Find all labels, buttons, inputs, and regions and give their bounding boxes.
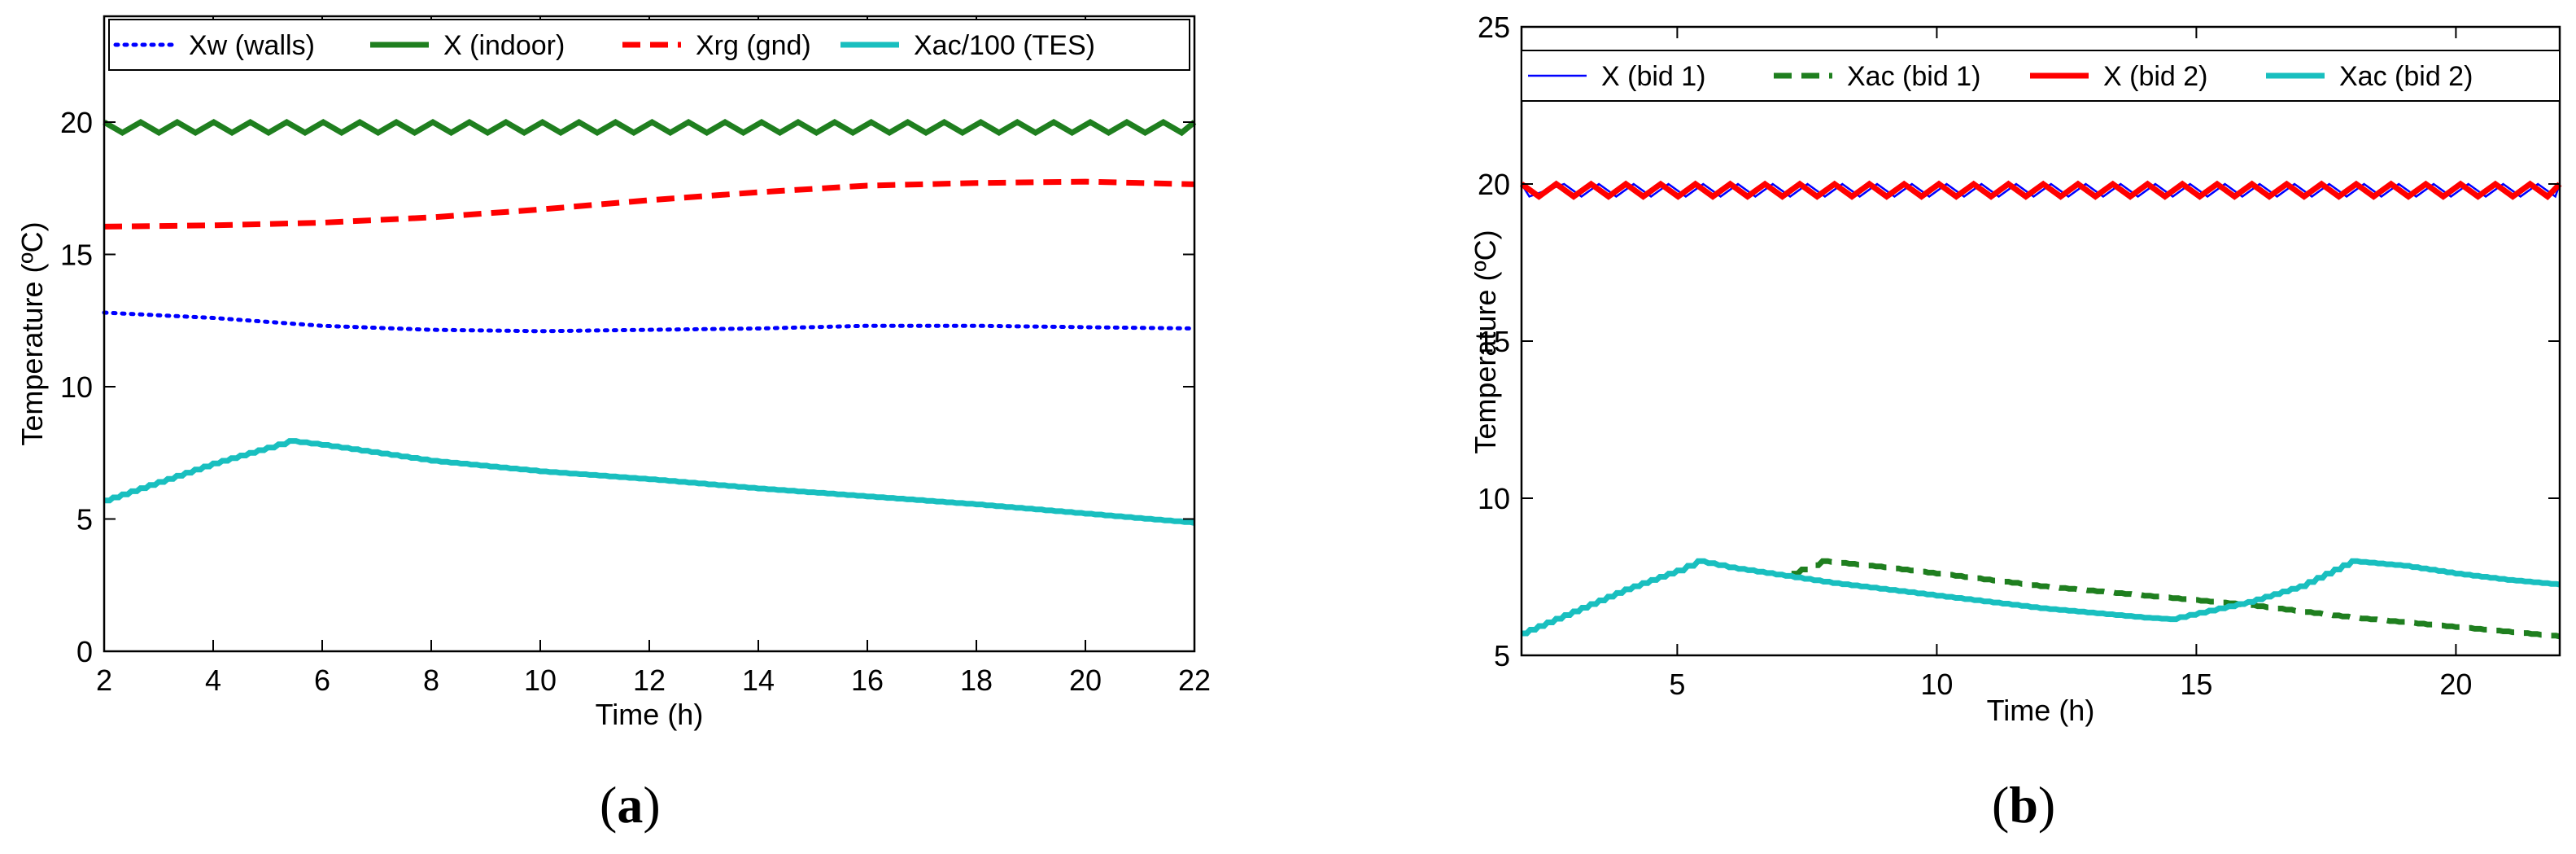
caption-open-a: ( [600, 776, 617, 834]
x-tick-label: 6 [314, 663, 330, 697]
legend-b: X (bid 1) Xac (bid 1) X (bid 2) Xac (bid 2) [1521, 50, 2561, 102]
caption-close-b: ) [2038, 776, 2055, 834]
x-tick-label: 14 [742, 663, 775, 697]
y-tick-label: 20 [60, 106, 93, 139]
caption-open-b: ( [1992, 776, 2009, 834]
series-line [1791, 558, 2561, 640]
x-tick-label: 22 [1178, 663, 1211, 697]
legend-box-a [108, 19, 1190, 71]
y-tick-label: 15 [1478, 325, 1510, 358]
legend-entry-label: X (indoor) [443, 30, 565, 61]
legend-entry-label: Xac/100 (TES) [914, 30, 1095, 61]
legend-entry-label: X (bid 2) [2103, 61, 2208, 92]
y-tick-label: 15 [60, 239, 93, 272]
legend-entry-label: Xac (bid 2) [2339, 61, 2473, 92]
series-group-a [102, 118, 1197, 526]
legend-entry-label: Xrg (gnd) [696, 30, 811, 61]
x-tick-label: 16 [851, 663, 884, 697]
series-line [102, 310, 1197, 334]
x-tick-label: 15 [2180, 668, 2212, 701]
x-tick-label: 4 [205, 663, 221, 697]
x-tick-label: 2 [96, 663, 112, 697]
y-tick-label: 0 [76, 635, 93, 668]
x-tick-label: 18 [960, 663, 993, 697]
panel-caption-a: (a) [600, 776, 661, 834]
series-line [103, 178, 1195, 230]
x-axis-label-a: Time (h) [596, 698, 704, 731]
y-tick-label: 20 [1478, 168, 1510, 201]
x-axis-label-b: Time (h) [1987, 694, 2095, 727]
y-tick-label: 5 [76, 503, 93, 536]
caption-close-a: ) [643, 776, 660, 834]
caption-letter-b: b [2009, 776, 2038, 834]
panel-caption-b: (b) [1992, 776, 2055, 834]
legend-entry-label: X (bid 1) [1601, 61, 1706, 92]
series-line [1519, 180, 2562, 201]
legend-entry-label: Xw (walls) [189, 30, 315, 61]
series-line [1520, 182, 2561, 199]
x-tick-label: 10 [524, 663, 557, 697]
series-line [104, 438, 1195, 526]
legend-a: Xw (walls) X (indoor) Xrg (gnd) Xac/100 (TE… [108, 19, 1190, 71]
plot-frame-a [103, 15, 1196, 653]
x-tick-label: 12 [633, 663, 666, 697]
legend-entry-label: Xac (bid 1) [1847, 61, 1980, 92]
plot-frame-b [1520, 25, 2561, 657]
x-tick-label: 20 [1069, 663, 1102, 697]
y-tick-label: 10 [1478, 482, 1510, 515]
y-axis-label-a: Temperature (ºC) [15, 221, 49, 445]
series-group-b [1519, 180, 2562, 640]
y-tick-label: 25 [1478, 11, 1510, 44]
caption-letter-a: a [617, 776, 643, 834]
x-tick-label: 20 [2439, 668, 2472, 701]
x-tick-label: 5 [1669, 668, 1685, 701]
y-axis-label-b: Temperature (ºC) [1469, 230, 1502, 453]
y-tick-label: 10 [60, 370, 93, 404]
x-tick-label: 10 [1920, 668, 1953, 701]
series-line [1522, 558, 2561, 637]
x-tick-label: 8 [423, 663, 439, 697]
series-line [103, 118, 1197, 137]
chart-panel-a: 2 4 6 8 10 12 14 16 18 20 22 0 5 10 15 20 Xw (walls) X (… [15, 15, 1211, 834]
y-tick-label: 5 [1494, 639, 1510, 672]
